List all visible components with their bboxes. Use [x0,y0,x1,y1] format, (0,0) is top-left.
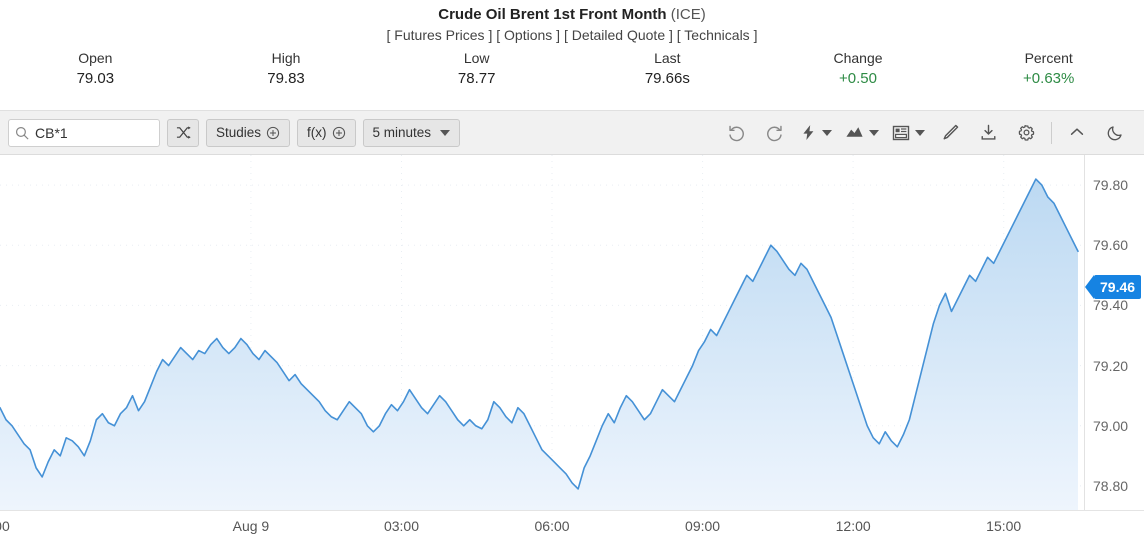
download-button[interactable] [969,117,1007,149]
quote-value-percent: +0.63% [1023,70,1075,87]
quote-field-open: Open 79.03 [0,50,191,88]
quote-field-high: High 79.83 [191,50,382,88]
chart-type-icon [846,127,863,137]
quote-field-last: Last 79.66s [572,50,763,88]
quote-value-open: 79.03 [76,70,115,87]
quote-field-percent: Percent +0.63% [953,50,1144,88]
time-axis-tick: :00 [0,518,10,534]
chart-container[interactable]: 79.80 79.60 79.40 79.20 79.00 78.80 79.46 :00… [0,155,1144,540]
time-axis-tick: Aug 9 [232,518,270,534]
search-icon [15,126,29,140]
redo-button[interactable] [755,117,793,149]
settings-gear-icon [1018,124,1034,141]
quote-field-change: Change +0.50 [763,50,954,88]
draw-pencil-icon [943,124,958,140]
page-title-exchange: (ICE) [670,6,706,23]
chart-type-button[interactable] [839,117,885,149]
time-axis-tick: 03:00 [383,518,419,534]
functions-button[interactable]: f(x) [297,118,356,147]
chart-plot[interactable] [0,155,1084,510]
quote-value-low: 78.77 [457,70,496,87]
plus-circle-icon [332,126,345,139]
compare-symbols-icon [176,126,191,139]
symbol-search-value: CB*1 [35,124,68,141]
lightning-icon [803,125,814,140]
interval-label: 5 minutes [372,124,432,140]
price-axis-tick: 78.80 [1093,477,1129,494]
download-icon [981,124,995,140]
undo-icon [728,125,744,142]
quote-label-low: Low [463,50,490,66]
interval-dropdown[interactable]: 5 minutes [362,118,461,147]
dark-mode-button[interactable] [1096,117,1134,149]
draw-button[interactable] [931,117,969,149]
quote-label-last: Last [654,50,681,66]
price-axis-tick: 79.60 [1093,237,1129,254]
settings-button[interactable] [1007,117,1045,149]
quote-label-high: High [271,50,301,66]
link-futures-prices[interactable]: [ Futures Prices ] [386,27,493,43]
chevron-down-icon [869,129,879,136]
price-axis-tick: 79.80 [1093,177,1129,194]
chevron-down-icon [914,129,925,136]
price-axis[interactable]: 79.80 79.60 79.40 79.20 79.00 78.80 79.46 [1084,155,1144,510]
redo-icon [766,125,782,142]
time-axis-tick: 09:00 [685,518,721,534]
quote-label-change: Change [833,50,883,66]
page-title-main: Crude Oil Brent 1st Front Month [438,6,667,23]
link-detailed-quote[interactable]: [ Detailed Quote ] [563,27,673,43]
quote-value-high: 79.83 [267,70,305,87]
time-axis-tick: 06:00 [534,518,570,534]
page-header: Crude Oil Brent 1st Front Month (ICE) [ … [0,0,1144,45]
time-axis-tick: 15:00 [986,518,1022,534]
chevron-down-icon [822,129,832,136]
price-axis-tick: 79.00 [1093,417,1129,434]
symbol-search-input[interactable]: CB*1 [8,118,160,147]
price-area-chart [0,155,1084,510]
undo-button[interactable] [717,117,755,149]
quote-value-change: +0.50 [839,70,877,87]
quote-field-low: Low 78.77 [381,50,572,88]
toolbar-right-group [717,117,1144,149]
compare-symbols-button[interactable] [167,118,199,147]
link-options[interactable]: [ Options ] [496,27,561,43]
price-axis-tick: 79.20 [1093,357,1129,374]
layout-button[interactable] [885,117,931,149]
price-axis-tick: 79.40 [1093,297,1129,314]
link-technicals[interactable]: [ Technicals ] [676,27,758,43]
layout-icon [892,125,909,140]
page-title: Crude Oil Brent 1st Front Month (ICE) [0,6,1144,24]
dark-mode-moon-icon [1107,126,1122,141]
quote-value-last: 79.66s [644,70,690,87]
nav-links: [ Futures Prices ] [ Options ] [ Detaile… [0,25,1144,45]
collapse-chevron-up-icon [1070,127,1084,135]
chevron-down-icon [440,129,451,136]
plus-circle-icon [266,126,280,139]
collapse-button[interactable] [1058,117,1096,149]
quote-label-open: Open [78,50,113,66]
price-line [0,178,1079,490]
toolbar-divider [1051,121,1052,144]
time-axis[interactable]: :00 Aug 9 03:00 06:00 09:00 12:00 15:00 [0,510,1144,540]
studies-label: Studies [216,124,262,140]
time-axis-tick: 12:00 [835,518,871,534]
studies-button[interactable]: Studies [206,118,291,147]
last-price-badge: 79.46 [1084,275,1142,300]
quote-label-percent: Percent [1024,50,1073,66]
chart-toolbar: CB*1 Studies f(x) 5 minutes [0,110,1144,155]
quote-summary-row: Open 79.03 High 79.83 Low 78.77 Last 79.… [0,50,1144,88]
functions-label: f(x) [307,124,327,140]
events-button[interactable] [793,117,839,149]
toolbar-left-group: CB*1 Studies f(x) 5 minutes [0,118,461,147]
price-area-fill [0,179,1078,510]
